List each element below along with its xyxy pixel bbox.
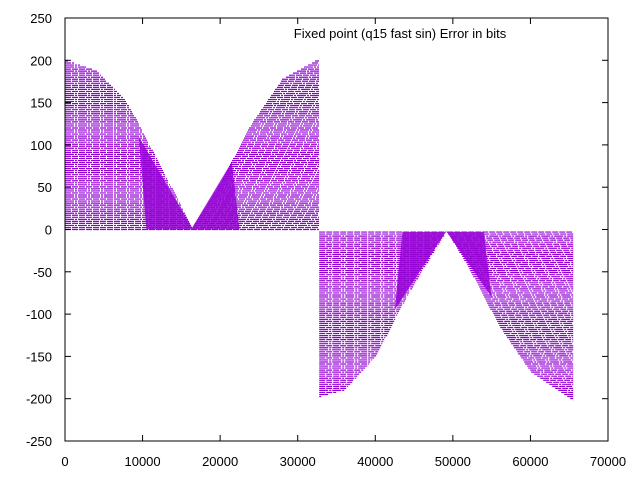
y-tick-label: 250 [30,11,52,26]
x-tick-label: 50000 [435,454,471,469]
x-axis-tick-labels: 0 10000 20000 30000 40000 50000 60000 70000 [61,454,626,469]
y-tick-label: -250 [26,434,52,449]
y-axis-tick-labels: 250 200 150 100 50 0 -50 -100 -150 -200 -250 [26,11,52,449]
y-tick-label: 100 [30,138,52,153]
x-tick-label: 0 [61,454,68,469]
axis-ticks [64,17,609,442]
x-tick-label: 20000 [202,454,238,469]
x-tick-label: 30000 [280,454,316,469]
x-tick-label: 60000 [512,454,548,469]
chart-title: Fixed point (q15 fast sin) Error in bits [294,26,507,41]
y-tick-label: 150 [30,96,52,111]
y-tick-label: 200 [30,53,52,68]
y-tick-label: 0 [45,223,52,238]
x-tick-label: 10000 [124,454,160,469]
x-tick-label: 70000 [590,454,626,469]
y-tick-label: -100 [26,307,52,322]
y-tick-label: 50 [38,180,52,195]
y-tick-label: -150 [26,349,52,364]
y-tick-label: -200 [26,392,52,407]
x-tick-label: 40000 [357,454,393,469]
y-tick-label: -50 [33,265,52,280]
error-data-series [65,60,574,400]
